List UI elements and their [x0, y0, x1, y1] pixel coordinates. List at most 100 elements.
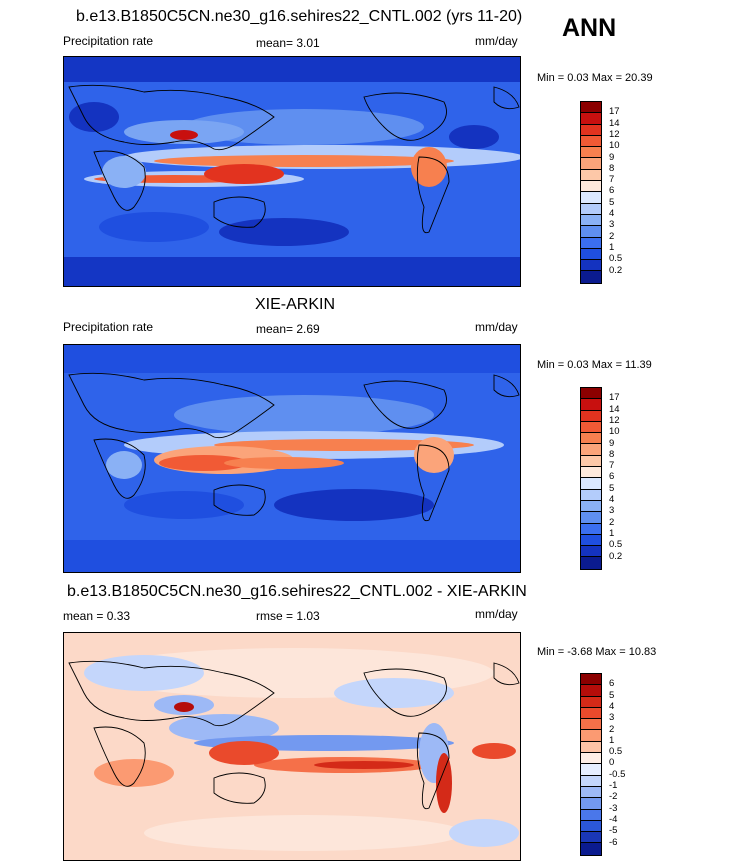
panel1-colorbar-cell [581, 147, 601, 159]
panel3-colorbar-cell [581, 685, 601, 697]
panel1-tick: 17 [609, 106, 620, 118]
panel3-tick: 1 [609, 734, 615, 746]
panel3-colorbar-cell [581, 674, 601, 686]
panel1-precip-field [64, 57, 520, 286]
panel3-colorbar-cell [581, 786, 601, 799]
panel1-mean-label: mean= 3.01 [256, 36, 320, 50]
panel3-tick: -5 [609, 825, 618, 837]
panel2-colorbar-cell [581, 523, 601, 535]
panel2-colorbar-cell [581, 421, 601, 434]
panel2-colorbar-cell [581, 388, 601, 400]
panel3-colorbar-cell [581, 730, 601, 742]
panel1-colorbar-cell [581, 124, 601, 136]
panel2-tick: 9 [609, 437, 615, 449]
panel2-tick: 7 [609, 460, 615, 472]
panel3-title: b.e13.B1850C5CN.ne30_g16.sehires22_CNTL.… [67, 583, 527, 600]
panel3-tick: 0 [609, 757, 615, 769]
panel1-tick: 12 [609, 128, 620, 140]
panel3-tick: -4 [609, 813, 618, 825]
panel1-units-label: mm/day [475, 34, 518, 48]
panel2-tick: 0.5 [609, 539, 623, 551]
panel1-minmax: Min = 0.03 Max = 20.39 [537, 72, 653, 84]
panel1-tick: 1 [609, 241, 615, 253]
panel1-colorbar-cell [581, 135, 601, 148]
panel3-colorbar-cell [581, 798, 601, 810]
panel1-colorbar-cell [581, 271, 601, 283]
panel2-colorbar-cell [581, 534, 601, 547]
panel3-tick: -3 [609, 802, 618, 814]
panel2-tick: 14 [609, 403, 620, 415]
panel2-colorbar-cell [581, 478, 601, 490]
panel2-title: XIE-ARKIN [255, 296, 336, 313]
panel3-colorbar-cell [581, 764, 601, 776]
panel3-colorbar-cell [581, 843, 601, 855]
panel1-colorbar-cell [581, 237, 601, 249]
panel1-colorbar-cell [581, 169, 601, 182]
panel3-minmax: Min = -3.68 Max = 10.83 [537, 646, 657, 658]
panel1-colorbar-cell [581, 260, 601, 272]
panel1-tick: 0.2 [609, 264, 623, 276]
panel2-colorbar-cell [581, 546, 601, 558]
panel1-tick: 7 [609, 174, 615, 186]
panel3-coastlines [68, 660, 520, 810]
panel2-colorbar-cell [581, 399, 601, 411]
panel1-map [63, 56, 521, 287]
panel3-mean-label: mean = 0.33 [63, 609, 131, 623]
panel2-colorbar-cell [581, 512, 601, 524]
panel3-tick: 5 [609, 689, 615, 701]
panel3-colorbar-cell [581, 775, 601, 787]
panel1-colorbar-cell [581, 192, 601, 204]
panel3-tick: 2 [609, 723, 615, 735]
panel3-colorbar-cell [581, 820, 601, 833]
panel1-tick: 0.5 [609, 253, 623, 265]
panel2-tick: 4 [609, 494, 615, 505]
panel2-colorbar-cell [581, 500, 601, 513]
panel2-minmax: Min = 0.03 Max = 11.39 [537, 359, 652, 371]
panel2-colorbar-cell [581, 557, 601, 569]
panel1-colorbar [580, 101, 602, 284]
panel3-tick: -1 [609, 780, 618, 791]
panel2-tick: 3 [609, 505, 615, 517]
panel1-colorbar-cell [581, 203, 601, 215]
panel1-colorbar-cell [581, 102, 601, 114]
panel3-rmse-label: rmse = 1.03 [256, 609, 320, 623]
panel2-tick: 6 [609, 471, 615, 483]
panel2-tick: 12 [609, 414, 620, 426]
panel3-colorbar-cell [581, 707, 601, 720]
panel3-colorbar-cell [581, 719, 601, 731]
panel3-tick: 6 [609, 678, 615, 690]
panel2-tick: 17 [609, 392, 620, 404]
panel2-colorbar-cell [581, 410, 601, 422]
panel1-variable-label: Precipitation rate [63, 34, 154, 48]
panel1-colorbar-cell [581, 248, 601, 261]
panel1-tick: 8 [609, 162, 615, 174]
panel1-tick: 10 [609, 140, 620, 152]
panel3-tick: -2 [609, 791, 618, 803]
panel1-colorbar-cell [581, 214, 601, 227]
panel2-colorbar-cell [581, 467, 601, 479]
panel2-mean-label: mean= 2.69 [256, 322, 320, 336]
panel3-tick: -6 [609, 836, 618, 848]
panel3-tick: -0.5 [609, 768, 626, 780]
panel2-tick: 10 [609, 426, 620, 438]
panel3-colorbar [580, 673, 602, 856]
panel3-tick: 4 [609, 700, 615, 712]
panel3-colorbar-cell [581, 741, 601, 754]
panel3-colorbar-cell [581, 809, 601, 821]
season-label: ANN [562, 14, 617, 42]
panel1-tick: 3 [609, 219, 615, 231]
panel2-tick: 2 [609, 516, 615, 528]
panel1-colorbar-cell [581, 113, 601, 125]
panel1-title: b.e13.B1850C5CN.ne30_g16.sehires22_CNTL.… [76, 8, 523, 25]
panel2-colorbar-cell [581, 489, 601, 501]
panel3-tick: 0.5 [609, 746, 623, 758]
panel3-units-label: mm/day [475, 607, 518, 621]
panel3-tick: 3 [609, 712, 615, 724]
panel3-difference-field [64, 633, 520, 860]
panel1-tick: 6 [609, 185, 615, 197]
panel2-tick: 1 [609, 527, 615, 539]
panel2-colorbar-cell [581, 455, 601, 468]
panel2-colorbar-cell [581, 444, 601, 456]
panel3-colorbar-cell [581, 696, 601, 708]
panel1-colorbar-cell [581, 181, 601, 193]
